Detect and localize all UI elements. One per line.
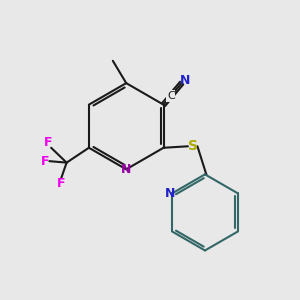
Text: F: F xyxy=(41,154,49,168)
Text: C: C xyxy=(167,91,175,101)
Text: S: S xyxy=(188,139,198,153)
Text: N: N xyxy=(121,163,131,176)
Text: F: F xyxy=(57,177,65,190)
Text: N: N xyxy=(165,187,176,200)
Text: N: N xyxy=(180,74,191,88)
Text: F: F xyxy=(44,136,52,149)
